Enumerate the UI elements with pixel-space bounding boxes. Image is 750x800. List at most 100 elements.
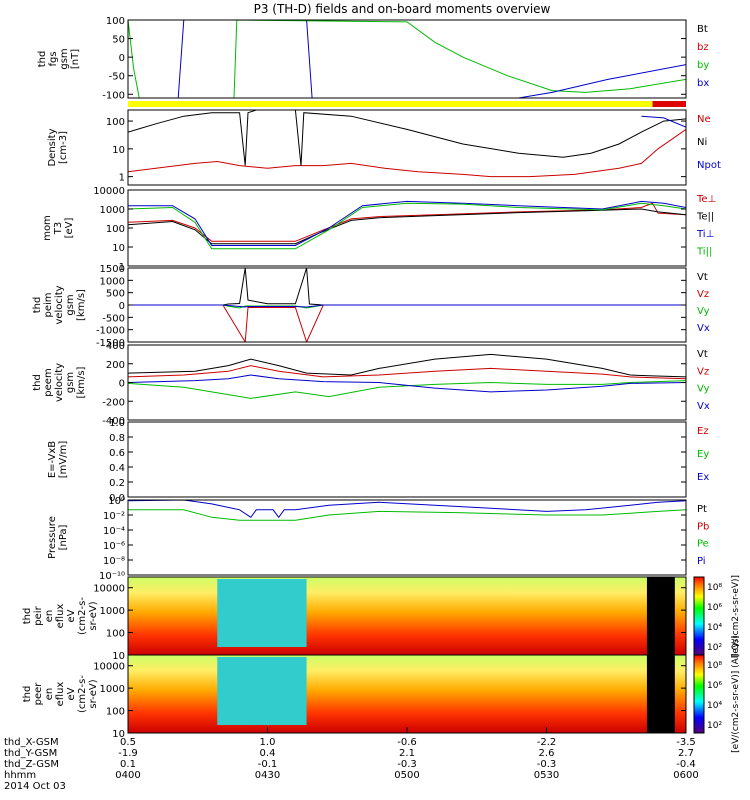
y-tick-label: 200 [106, 360, 125, 371]
y-tick-label: 100 [106, 707, 125, 718]
y-axis-label: (cm2-s- [77, 675, 88, 713]
colorbar-tick-label: 10⁴ [707, 701, 722, 711]
series-group [128, 500, 686, 521]
colorbar-tick-label: 10⁸ [707, 583, 722, 593]
y-axis-label: eflux [55, 682, 66, 707]
legend-label: Vt [697, 349, 708, 360]
y-tick-label: 0.6 [109, 448, 125, 459]
y-axis-label: thd [32, 297, 43, 314]
heatmap-cavity [217, 579, 307, 647]
y-axis-label: eflux [55, 604, 66, 629]
legend-label: Ez [697, 426, 709, 437]
y-tick-label: -1000 [96, 326, 125, 337]
colorbar-tick-label: 10² [707, 721, 722, 731]
series-line-Vt [128, 268, 686, 306]
y-axis-label: eV [66, 687, 77, 700]
series-line-Vt [128, 353, 686, 378]
y-axis-label: thd [32, 374, 43, 391]
legend-label: Vz [697, 366, 709, 377]
x-tick-label: 2.1 [399, 748, 415, 759]
series-line-Vx [128, 374, 686, 393]
y-axis-label: [eV] [64, 218, 75, 239]
y-axis-label: sr-eV) [88, 679, 99, 708]
colorbar [693, 576, 705, 656]
series-line-Te [128, 202, 686, 242]
y-axis-label: mom [42, 215, 53, 241]
heatmap-gap [646, 655, 675, 733]
heatmap-gap [646, 577, 675, 655]
heatmap-cavity [217, 657, 307, 725]
series-line-Ti [128, 202, 686, 250]
series-line-by [128, 20, 686, 98]
x-row-label: 2014 Oct 03 [4, 781, 66, 792]
colorbar-tick-label: 10⁴ [707, 623, 722, 633]
colorbar-tick-label: 10⁶ [707, 681, 722, 691]
y-tick-label: 10⁻¹⁰ [99, 571, 125, 582]
y-axis-label: gsm [59, 48, 70, 69]
colorbar-tick-label: 10⁸ [707, 661, 722, 671]
series-group [128, 353, 686, 399]
y-tick-label: 10 [112, 729, 125, 740]
legend-label: Vz [697, 289, 709, 300]
y-axis-label: eV [66, 609, 77, 622]
y-tick-label: -1500 [96, 338, 125, 349]
legend-label: Te|| [696, 212, 714, 223]
x-tick-label: -0.3 [537, 759, 557, 770]
y-axis-label: [cm-3] [58, 131, 69, 164]
flag-segment-0 [128, 101, 653, 107]
series-line-Vz [128, 304, 686, 342]
series-line-Vz [128, 365, 686, 380]
y-axis-label: en [44, 610, 55, 623]
y-axis-label: peer [33, 682, 44, 706]
x-row-label: thd_X-GSM [4, 737, 59, 748]
y-axis-label: Density [47, 128, 58, 166]
legend-label: bz [697, 42, 709, 53]
panel-pressure: Pt Pb Pe Pi 10⁰ 10⁻² 10⁻⁴ 10⁻⁶ 10⁻⁸ 10⁻¹⁰ Pressure… [47, 496, 709, 582]
legend-label: Vy [697, 306, 710, 317]
series-line-Vy [128, 380, 686, 399]
legend-label: Vt [697, 272, 708, 283]
y-tick-label: 10⁻⁶ [103, 541, 125, 552]
y-tick-label: -100 [102, 90, 125, 101]
y-tick-label: 400 [106, 341, 125, 352]
x-tick-label: 1.0 [260, 737, 276, 748]
flag-segment-1 [652, 101, 686, 107]
x-tick-label: 0.5 [120, 737, 136, 748]
y-axis-label: peem [43, 368, 54, 396]
panel-frame [127, 19, 687, 99]
y-tick-label: 1000 [100, 606, 125, 617]
legend-label: Vy [697, 384, 710, 395]
y-tick-label: -50 [109, 72, 125, 83]
y-axis-label: E=-VxB [47, 441, 58, 478]
legend-label: Pt [697, 504, 707, 515]
y-tick-label: 50 [112, 35, 125, 46]
panel-peem: Vt Vz Vy Vx 400 200 0 -200 -400 thd peem velocity gs… [32, 341, 710, 427]
y-tick-label: 10000 [93, 584, 125, 595]
y-tick-label: 10⁰ [108, 496, 125, 507]
series-group [128, 110, 686, 178]
x-tick-label: 2.6 [539, 748, 555, 759]
legend-label: bx [697, 78, 709, 89]
legend-label: Pi [697, 556, 706, 567]
series-line-Te [128, 208, 686, 245]
y-axis-label: T3 [53, 222, 64, 235]
y-axis-label: thd [37, 51, 48, 68]
y-tick-label: 0.0 [109, 493, 125, 504]
y-axis-label: [km/s] [76, 366, 87, 398]
y-tick-label: 1 [119, 173, 125, 184]
series-line-Ne [128, 128, 686, 178]
y-axis-label: [mV/m] [58, 441, 69, 479]
y-tick-label: 0 [119, 53, 125, 64]
figure-title: P3 (TH-D) fields and on-board moments ov… [254, 2, 551, 16]
y-axis-label: peim [43, 292, 54, 317]
y-tick-label: 0 [119, 379, 125, 390]
x-tick-label: 0400 [115, 770, 140, 781]
y-axis-label: thd [22, 608, 33, 625]
x-tick-label: -0.1 [258, 759, 278, 770]
y-tick-label: -500 [102, 313, 125, 324]
y-axis-label: en [44, 688, 55, 701]
y-tick-label: 1000 [100, 205, 125, 216]
panel-frame [127, 344, 687, 421]
